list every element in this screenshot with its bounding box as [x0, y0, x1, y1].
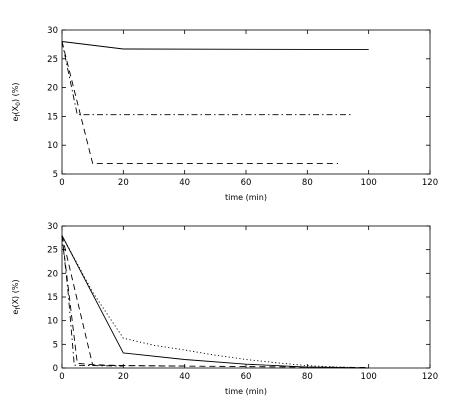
x-tick-label: 120: [422, 178, 438, 188]
series-line-dashdot: [61, 41, 354, 116]
series-line-dashed: [61, 41, 338, 165]
y-tick-label: 15: [47, 112, 58, 122]
x-tick-label: 60: [241, 372, 252, 382]
x-tick-label: 40: [179, 372, 190, 382]
x-axis-label: time (min): [225, 387, 267, 396]
x-tick-label: 0: [59, 372, 64, 382]
y-axis-label-part: (%): [11, 279, 20, 295]
plot-frame: [61, 225, 431, 369]
y-axis-label: ef(X) (%): [11, 279, 22, 314]
x-tick-label: 120: [422, 372, 438, 382]
y-axis-label-part: f: [15, 307, 22, 310]
y-tick-label: 15: [47, 293, 58, 303]
x-tick-label: 100: [361, 372, 377, 382]
y-tick-label: 5: [53, 340, 58, 350]
series-line-solid: [61, 235, 369, 369]
y-axis-label: ef(X0) (%): [11, 83, 22, 122]
y-axis-label-part: e: [11, 310, 20, 315]
y-tick-label: 10: [47, 141, 58, 151]
y-tick-label: 5: [53, 170, 58, 180]
x-tick-label: 80: [302, 372, 313, 382]
series-line-dashed: [61, 235, 369, 368]
y-axis-label-part: ) (%): [11, 83, 20, 103]
series-line-dashdot: [61, 235, 124, 367]
x-tick-label: 20: [118, 178, 129, 188]
y-axis-label-part: e: [11, 117, 20, 122]
y-tick-label: 30: [47, 222, 58, 232]
y-tick-label: 30: [47, 26, 58, 36]
series-line-solid: [61, 41, 369, 51]
y-tick-label: 25: [47, 55, 58, 65]
series-line-dashed: [61, 235, 185, 367]
x-tick-label: 20: [118, 372, 129, 382]
y-axis-label-part: 0: [15, 102, 22, 106]
top-chart-panel: 0 20 40 60 80 100 120 5 10 15 20 25 30 time (min) ef(X…: [11, 26, 438, 202]
y-axis-label-part: (X): [11, 296, 20, 308]
x-tick-label: 0: [59, 178, 64, 188]
y-axis-label-part: f: [15, 114, 22, 117]
y-tick-label: 20: [47, 269, 58, 279]
x-tick-label: 80: [302, 178, 313, 188]
y-tick-label: 10: [47, 317, 58, 327]
series-line-dotted: [61, 235, 369, 369]
y-axis-label-part: (X: [11, 105, 20, 114]
y-tick-label: 20: [47, 84, 58, 94]
x-tick-label: 40: [179, 178, 190, 188]
x-tick-label: 100: [361, 178, 377, 188]
y-tick-label: 0: [53, 364, 58, 374]
y-tick-label: 25: [47, 246, 58, 256]
plot-frame: [61, 29, 431, 175]
x-axis-label: time (min): [225, 193, 267, 202]
x-tick-label: 60: [241, 178, 252, 188]
